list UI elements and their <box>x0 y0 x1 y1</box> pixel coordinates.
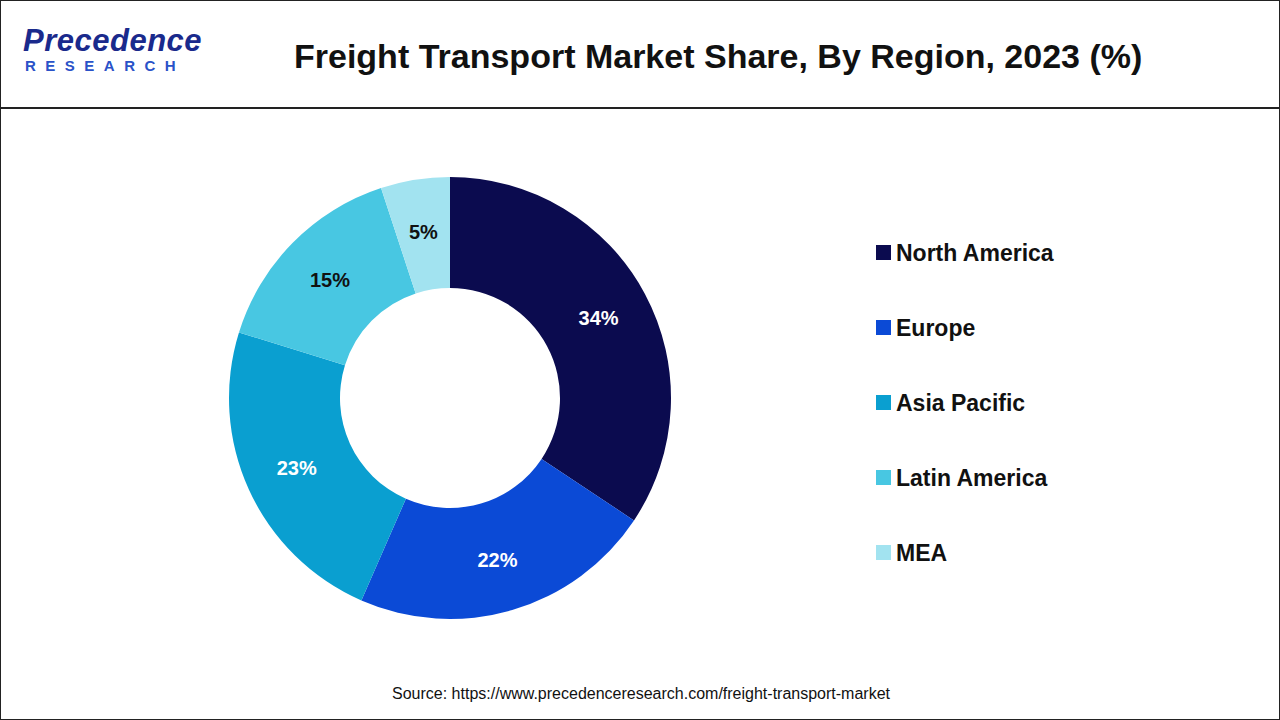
svg-text:34%: 34% <box>579 307 619 329</box>
svg-text:Source: https://www.precedence: Source: https://www.precedenceresearch.c… <box>392 685 891 702</box>
svg-text:5%: 5% <box>409 221 438 243</box>
svg-text:23%: 23% <box>277 457 317 479</box>
svg-text:North America: North America <box>896 240 1054 266</box>
html-text:RESEARCH: RESEARCH <box>25 57 186 74</box>
html-text:Precedence: Precedence <box>23 23 203 58</box>
svg-text:Asia Pacific: Asia Pacific <box>896 390 1025 416</box>
svg-text:MEA: MEA <box>896 540 947 566</box>
svg-text:15%: 15% <box>310 269 350 291</box>
svg-text:Freight Transport Market Share: Freight Transport Market Share, By Regio… <box>294 37 1142 75</box>
svg-text:Europe: Europe <box>896 315 975 341</box>
svg-text:Latin America: Latin America <box>896 465 1047 491</box>
svg-text:22%: 22% <box>477 549 517 571</box>
